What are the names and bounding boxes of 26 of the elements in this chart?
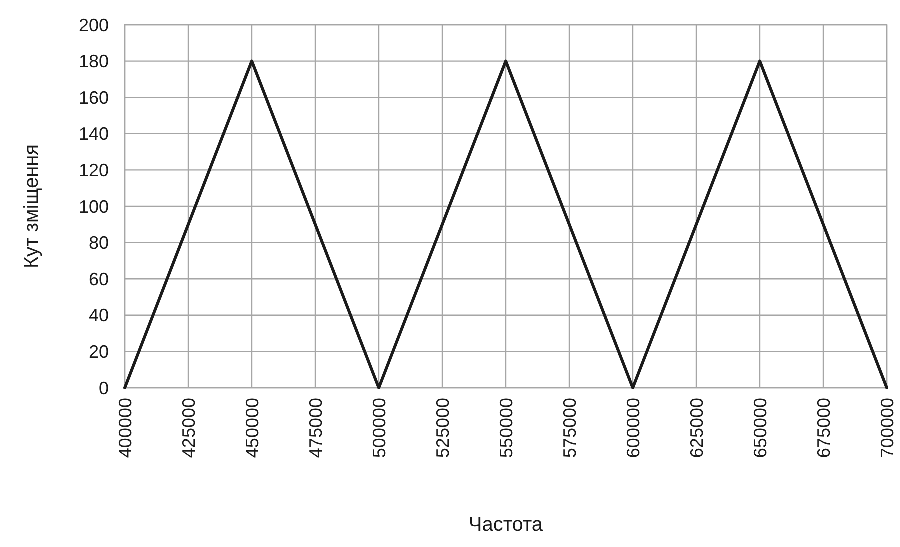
y-tick-label: 200 — [78, 15, 109, 36]
x-tick-label: 450000 — [242, 398, 262, 458]
y-tick-label: 0 — [98, 378, 109, 398]
y-tick-label: 140 — [78, 124, 109, 144]
x-tick-label: 425000 — [178, 398, 199, 458]
x-tick-label: 550000 — [496, 398, 516, 458]
x-tick-label: 475000 — [306, 398, 326, 458]
x-tick-label: 400000 — [115, 398, 136, 458]
y-tick-label: 100 — [78, 196, 109, 217]
x-tick-label: 600000 — [623, 398, 644, 458]
y-tick-label: 120 — [78, 160, 109, 180]
x-tick-label: 650000 — [750, 398, 770, 458]
x-tick-label: 500000 — [369, 398, 390, 458]
x-tick-label: 625000 — [686, 398, 707, 458]
y-tick-label: 80 — [88, 233, 109, 254]
y-tick-label: 20 — [88, 342, 109, 362]
x-tick-label: 700000 — [877, 398, 898, 458]
y-tick-label: 60 — [88, 269, 109, 290]
x-tick-label: 575000 — [560, 398, 580, 458]
x-tick-label: 525000 — [432, 398, 453, 458]
y-tick-label: 40 — [88, 306, 109, 326]
y-axis-title: Кут зміщення — [21, 144, 43, 269]
x-axis-title: Частота — [468, 514, 544, 536]
y-tick-label: 160 — [78, 88, 109, 108]
x-tick-label: 675000 — [814, 398, 834, 458]
y-tick-label: 180 — [78, 52, 109, 72]
